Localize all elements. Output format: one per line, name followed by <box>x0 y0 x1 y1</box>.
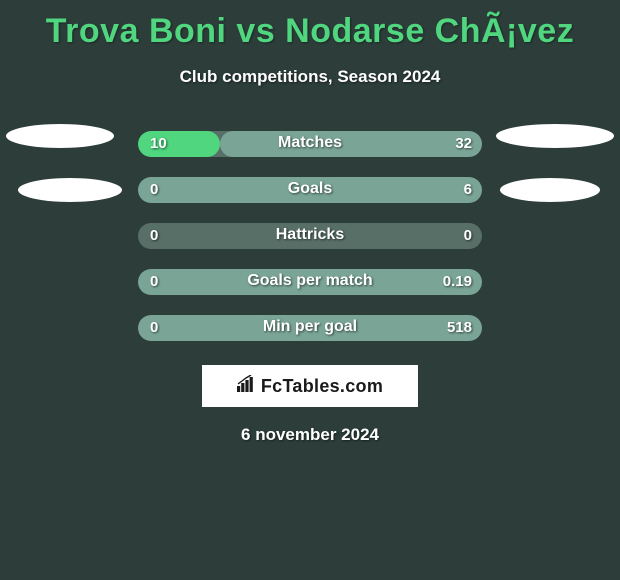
stat-value-left: 0 <box>150 273 158 290</box>
player-ellipse <box>18 178 122 202</box>
stat-bar <box>138 131 482 157</box>
stat-bar <box>138 177 482 203</box>
date-text: 6 november 2024 <box>0 425 620 445</box>
logo-box: FcTables.com <box>202 365 418 407</box>
player-ellipse <box>500 178 600 202</box>
stat-value-left: 10 <box>150 135 167 152</box>
stat-bar-right <box>220 131 482 157</box>
player-ellipse <box>6 124 114 148</box>
stat-value-right: 0.19 <box>443 273 472 290</box>
stat-row: 0518Min per goal <box>0 305 620 351</box>
stat-bar-right <box>138 269 482 295</box>
stat-bar <box>138 223 482 249</box>
stat-value-right: 6 <box>464 181 472 198</box>
stat-row: 00.19Goals per match <box>0 259 620 305</box>
stat-bar-right <box>138 177 482 203</box>
stat-value-right: 518 <box>447 319 472 336</box>
logo-text: FcTables.com <box>261 376 383 397</box>
stat-bar <box>138 315 482 341</box>
player-ellipse <box>496 124 614 148</box>
stat-value-right: 32 <box>455 135 472 152</box>
bar-chart-icon <box>237 375 257 398</box>
stat-bar <box>138 269 482 295</box>
stat-value-right: 0 <box>464 227 472 244</box>
stat-row: 00Hattricks <box>0 213 620 259</box>
stats-section: 1032Matches06Goals00Hattricks00.19Goals … <box>0 121 620 351</box>
stat-value-left: 0 <box>150 319 158 336</box>
page-title: Trova Boni vs Nodarse ChÃ¡vez <box>0 0 620 51</box>
subtitle: Club competitions, Season 2024 <box>0 67 620 87</box>
stat-value-left: 0 <box>150 181 158 198</box>
stat-value-left: 0 <box>150 227 158 244</box>
stat-bar-right <box>138 315 482 341</box>
